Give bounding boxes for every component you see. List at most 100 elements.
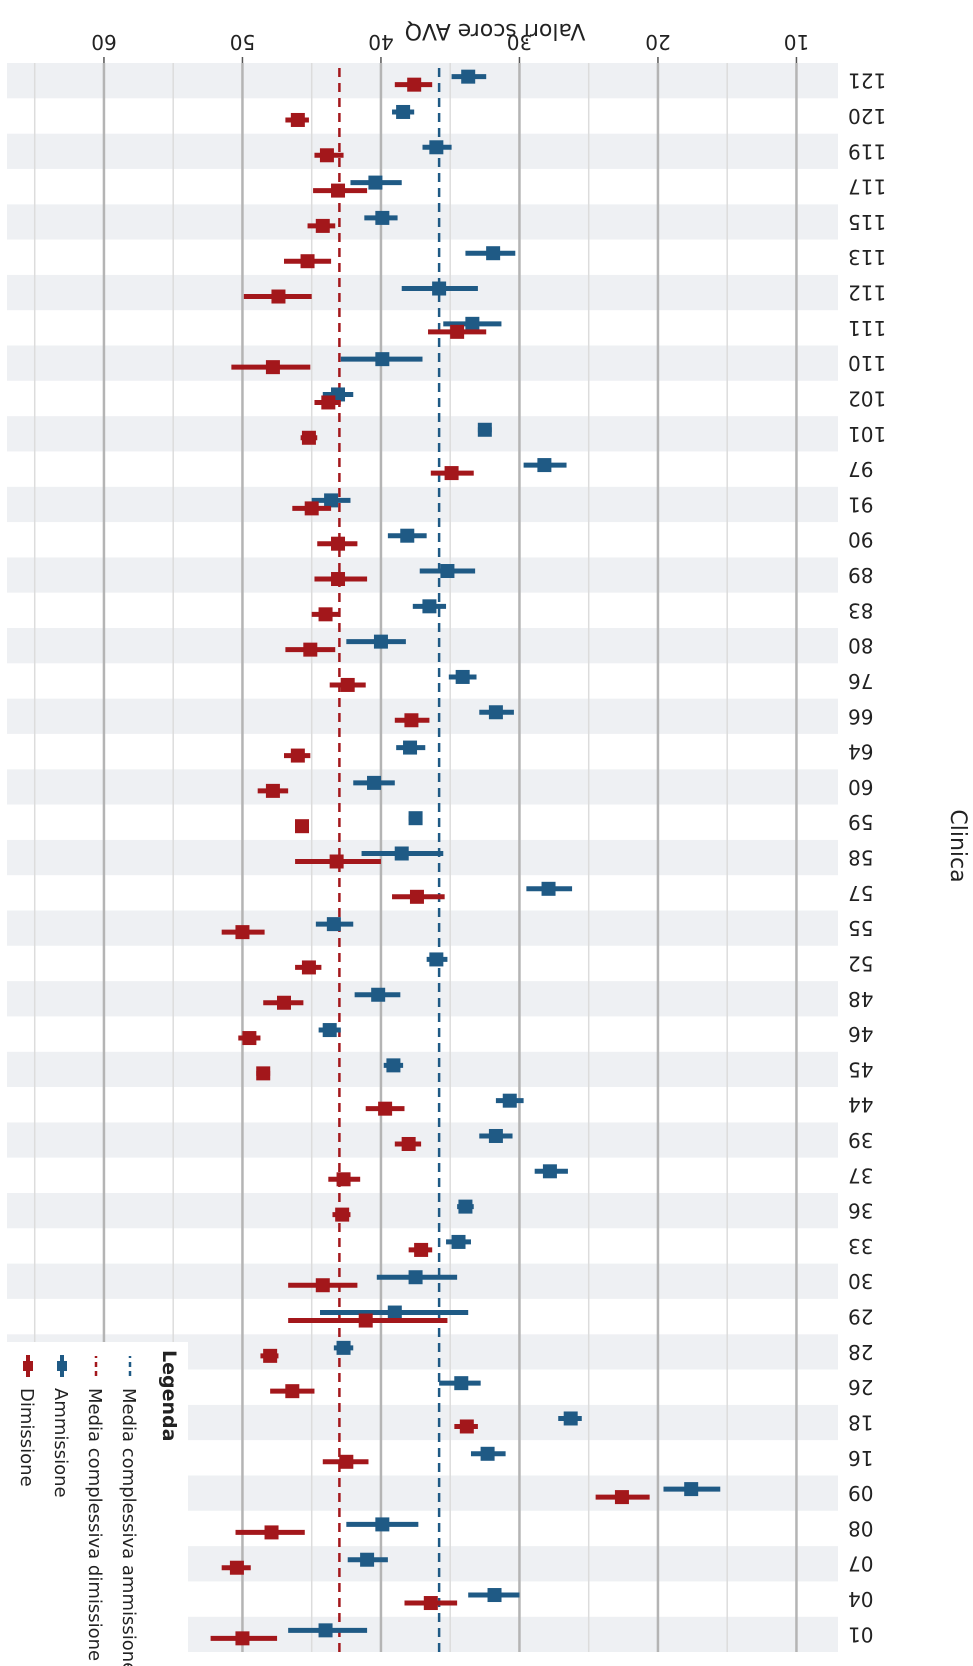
point-marker [440,564,455,579]
row-band [7,168,838,205]
category-tick-label: 39 [848,1128,873,1152]
category-tick-label: 18 [848,1410,873,1434]
point-marker [403,740,418,755]
point-marker [329,854,344,869]
category-tick-label: 37 [848,1163,873,1187]
axis-ticks: 01 04 07 08 09 16 18 26 28 29 30 33 36 37 39 44 45 46 48 52… [91,30,886,1646]
row-band [7,1157,838,1193]
point-marker [285,1384,300,1399]
point-marker [455,669,470,684]
row-band [7,945,838,982]
point-marker [450,324,465,339]
point-marker [454,1376,469,1391]
series-ammissione [288,69,721,1638]
category-tick-label: 76 [848,669,873,693]
point-marker [422,599,437,614]
category-tick-label: 04 [848,1587,873,1611]
point-marker [461,69,476,84]
point-marker [396,104,411,119]
point-marker [367,775,382,790]
point-marker [408,1270,423,1285]
category-tick-label: 97 [848,457,873,481]
legend-label: Media complessiva ammissione [118,1388,139,1666]
category-tick-label: 36 [848,1199,873,1223]
legend-key-point [23,1361,33,1371]
value-tick-label: 40 [368,30,393,54]
row-band [7,310,838,346]
row-band [7,1122,838,1158]
point-marker [336,1340,351,1355]
series-dimissione [210,77,650,1646]
category-tick-label: 117 [848,175,886,199]
legend-key-point [57,1361,67,1371]
category-tick-label: 110 [848,351,886,375]
point-marker [404,713,419,728]
value-tick-label: 10 [784,30,809,54]
category-tick-label: 52 [848,951,873,975]
row-band [7,1087,838,1123]
row-band [7,345,838,381]
category-tick-label: 46 [848,1022,873,1046]
point-marker [340,677,355,692]
point-marker [563,1411,578,1426]
category-tick-label: 119 [848,139,886,163]
point-marker [358,1313,373,1328]
category-tick-label: 83 [848,598,873,622]
row-band [7,98,838,134]
category-tick-label: 101 [848,422,886,446]
point-marker [432,281,447,296]
row-band [7,839,838,876]
point-marker [542,1164,557,1179]
point-marker [242,1031,257,1046]
row-band [7,239,838,275]
point-marker [480,1446,495,1461]
row-band [7,522,838,558]
legend-label: Dimissione [16,1388,37,1487]
row-band [7,204,838,240]
point-marker [304,501,319,516]
point-marker [486,246,501,261]
point-marker [318,607,333,622]
row-band [7,63,838,99]
point-marker [315,218,330,233]
point-marker [331,572,346,587]
point-marker [326,917,341,932]
point-marker [375,1517,390,1532]
point-marker [488,1128,503,1143]
legend-box [3,1342,188,1652]
category-tick-label: 59 [848,810,873,834]
category-tick-label: 45 [848,1057,873,1081]
point-marker [465,316,480,331]
category-tick-label: 89 [848,563,873,587]
category-tick-label: 80 [848,634,873,658]
category-tick-label: 102 [848,386,886,410]
point-marker [331,536,346,551]
point-marker [336,1172,351,1187]
point-marker [265,783,280,798]
category-tick-label: 33 [848,1234,873,1258]
row-band [7,380,838,417]
row-band [7,698,838,734]
row-band [7,133,838,169]
row-band [7,910,838,946]
point-marker [303,642,318,657]
category-tick-label: 08 [848,1516,873,1540]
category-tick-label: 48 [848,987,873,1011]
value-tick-label: 30 [507,30,532,54]
category-tick-label: 121 [848,69,886,93]
row-band [7,663,838,699]
point-marker [407,77,422,92]
legend-label: Ammissione [50,1388,71,1498]
row-band [7,416,838,452]
point-marker [324,493,339,508]
point-marker [322,1023,337,1038]
category-tick-label: 113 [848,245,886,269]
row-band [7,451,838,487]
category-tick-label: 30 [848,1269,873,1293]
point-marker [256,1066,271,1081]
data-marks [210,69,721,1646]
point-marker [401,1136,416,1151]
point-marker [263,1348,278,1363]
category-tick-label: 44 [848,1093,873,1117]
point-marker [315,1278,330,1293]
